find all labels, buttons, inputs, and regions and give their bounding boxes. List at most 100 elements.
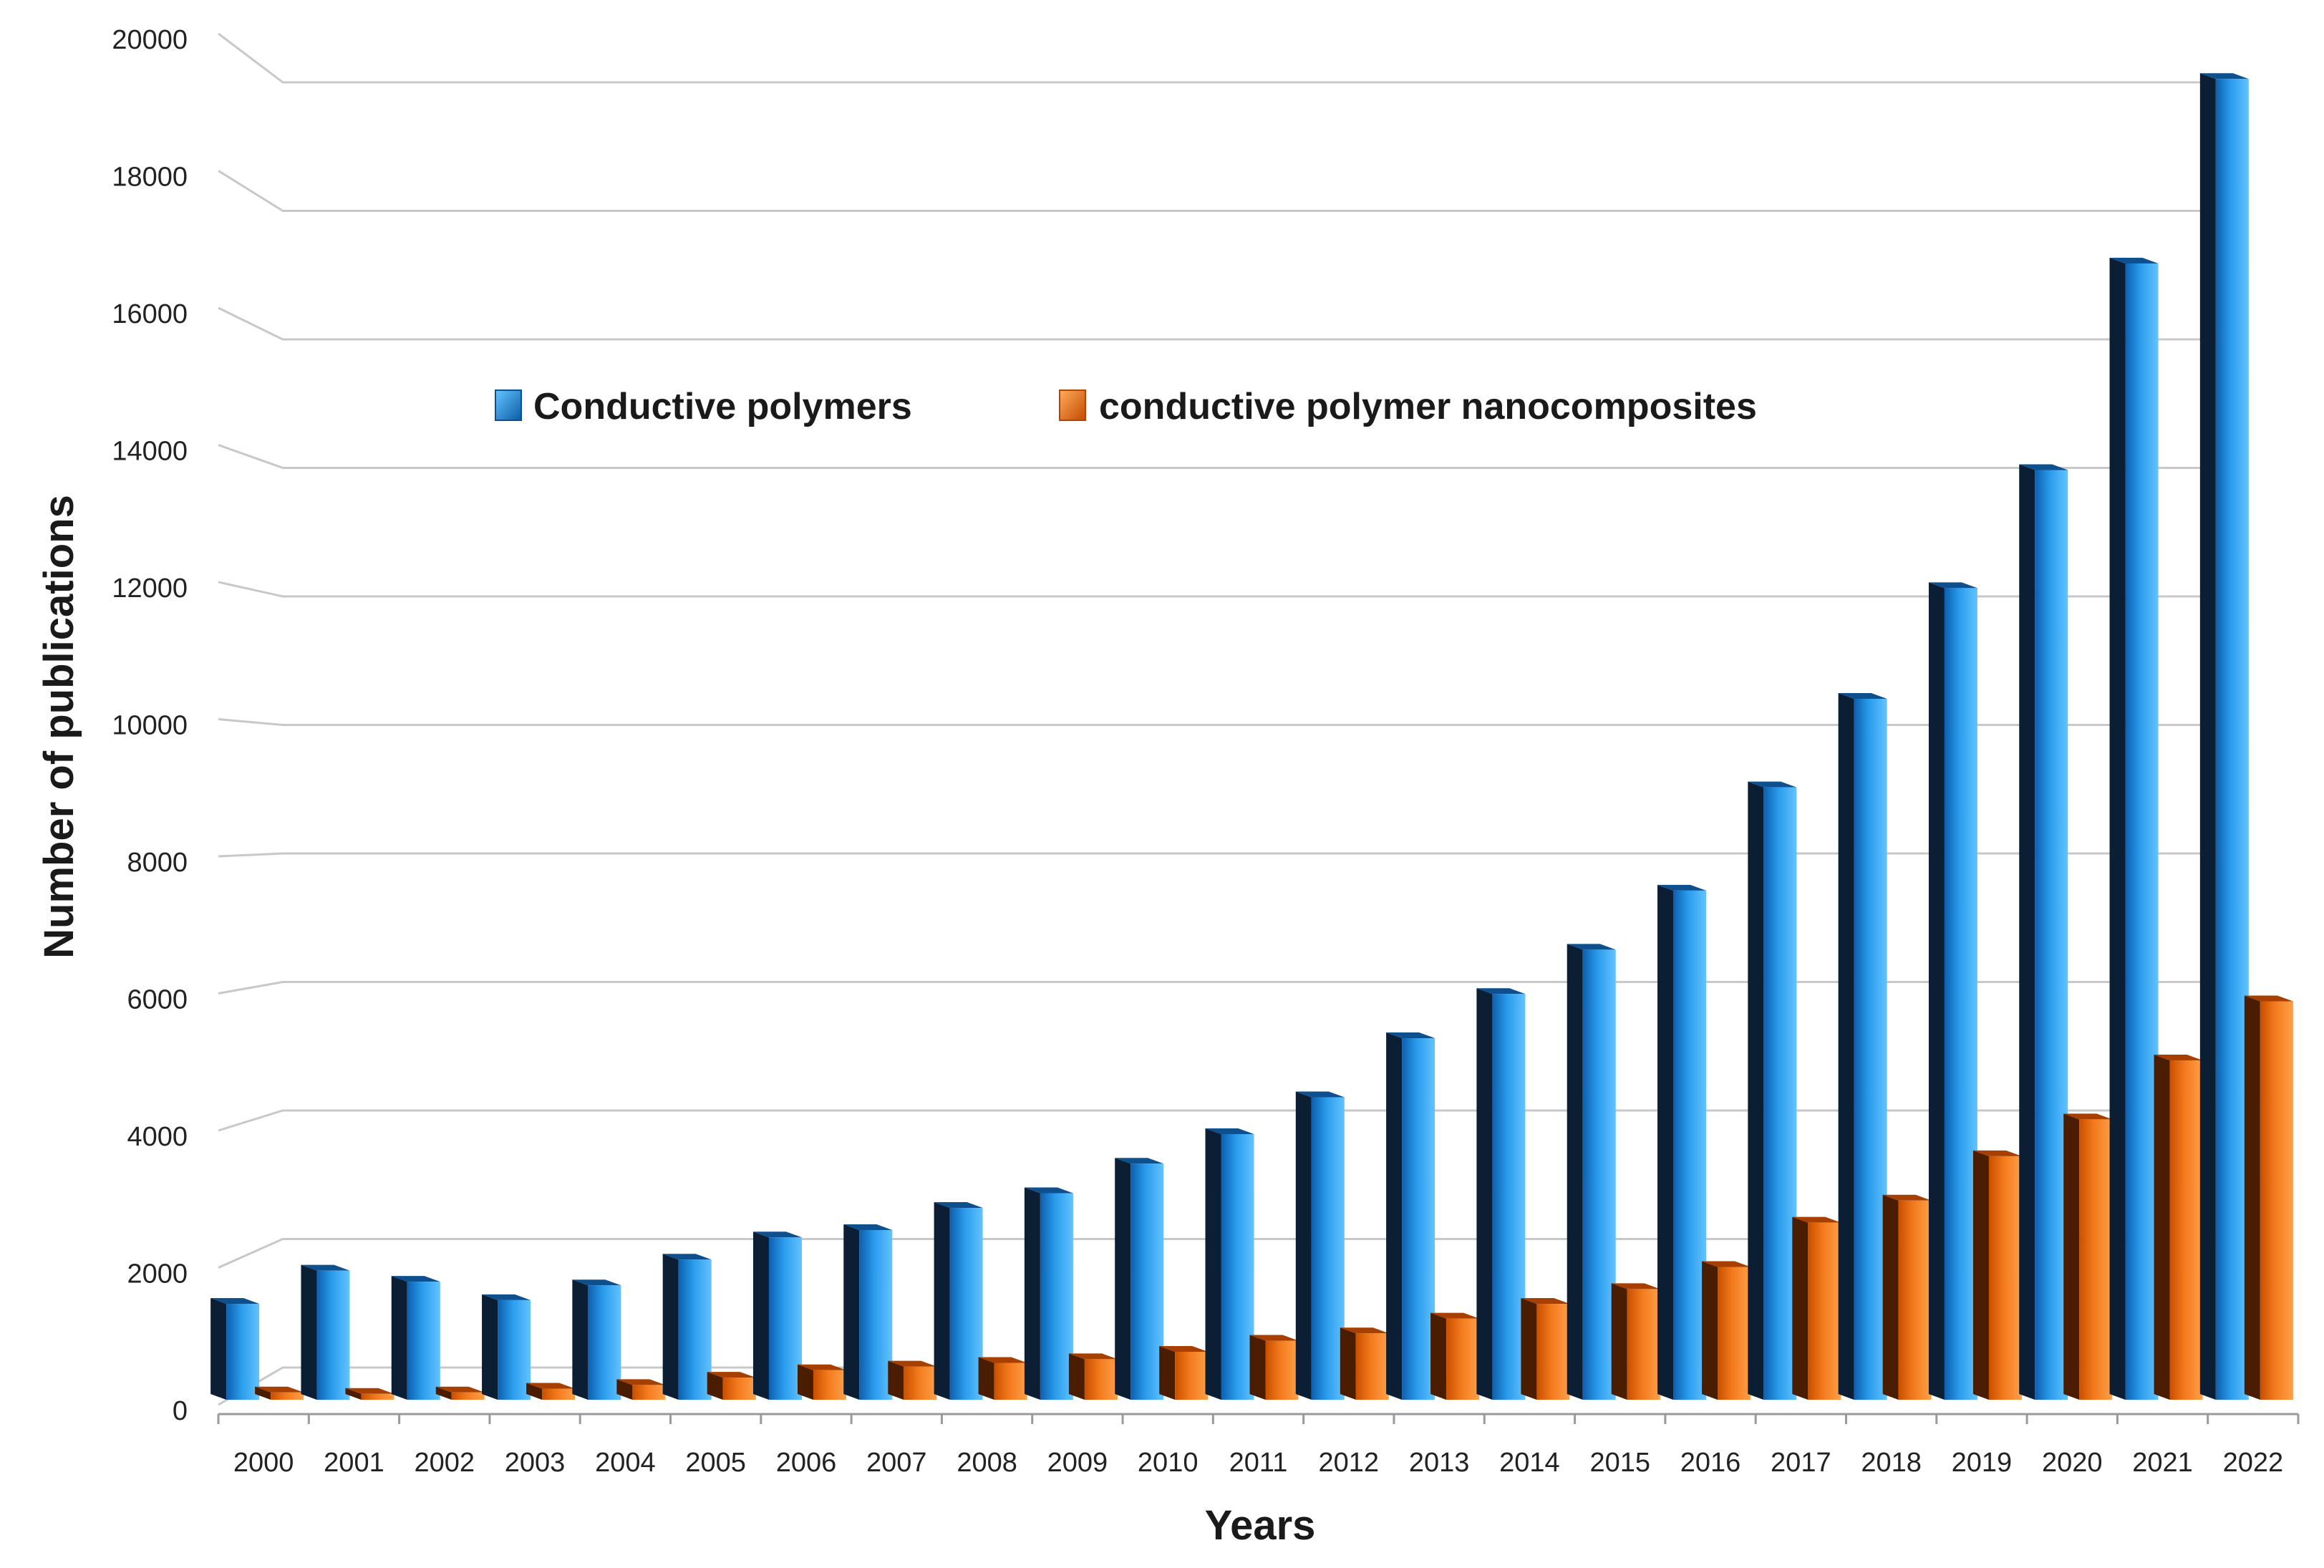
bar-top-face: [1792, 1216, 1841, 1223]
bar-side-face: [1430, 1312, 1447, 1400]
bar-side-face: [1838, 692, 1854, 1400]
bar-top-face: [301, 1264, 350, 1271]
legend-swatch-conductive-polymers: [495, 389, 522, 421]
bar-conductive-polymers-2017: [1748, 781, 1797, 1400]
bar-conductive-polymer-nanocomposites-2001: [345, 1388, 394, 1400]
y-axis-ticks: 0 2000 4000 6000 8000 10000 12000 14000 16000 180…: [112, 25, 188, 1426]
bar-conductive-polymer-nanocomposites-2019: [1972, 1150, 2022, 1400]
x-tick-label: 2010: [1138, 1448, 1199, 1478]
bar-front-face: [632, 1385, 666, 1400]
x-tick-label: 2012: [1319, 1448, 1380, 1478]
bar-side-face: [301, 1264, 317, 1400]
bar-top-face: [1295, 1091, 1345, 1098]
bar-conductive-polymers-2014: [1476, 988, 1526, 1400]
bar-top-face: [1340, 1327, 1389, 1334]
y-axis-title: Number of publications: [36, 495, 82, 959]
bar-front-face: [1536, 1304, 1570, 1400]
bar-side-face: [2109, 257, 2126, 1400]
y-tick-label: 0: [173, 1396, 188, 1426]
bar-top-face: [255, 1386, 304, 1393]
bar-front-face: [226, 1304, 260, 1400]
bar-conductive-polymers-2007: [843, 1224, 893, 1400]
x-axis: [217, 1413, 2300, 1424]
bar-front-face: [1718, 1267, 1751, 1400]
bar-side-face: [391, 1276, 407, 1400]
bar-front-face: [1040, 1193, 1073, 1400]
x-tick-label: 2020: [2042, 1448, 2103, 1478]
bar-front-face: [904, 1366, 937, 1400]
x-tick-label: 2014: [1499, 1448, 1560, 1478]
bar-front-face: [2125, 263, 2159, 1400]
bar-conductive-polymers-2002: [391, 1276, 440, 1400]
y-tick-label: 18000: [112, 163, 188, 193]
bar-side-face: [2244, 995, 2260, 1400]
bar-side-face: [1386, 1032, 1403, 1400]
x-tick-label: 2001: [324, 1448, 384, 1478]
gridline: [218, 718, 2230, 726]
bar-top-face: [1249, 1335, 1299, 1341]
bar-top-face: [1386, 1032, 1435, 1039]
bar-front-face: [451, 1392, 485, 1400]
bar-conductive-polymer-nanocomposites-2008: [978, 1357, 1027, 1400]
bar-conductive-polymer-nanocomposites-2015: [1611, 1283, 1660, 1400]
bar-top-face: [616, 1379, 666, 1385]
bar-top-face: [1159, 1346, 1209, 1352]
x-tick-label: 2015: [1589, 1448, 1650, 1478]
bar-side-face: [1567, 944, 1583, 1400]
bar-top-face: [797, 1364, 846, 1370]
bar-top-face: [1702, 1261, 1751, 1267]
bar-front-face: [1627, 1289, 1660, 1400]
bar-side-face: [1340, 1327, 1356, 1400]
bar-side-face: [1068, 1353, 1085, 1400]
gridlines: [218, 32, 2230, 1406]
gridline: [218, 170, 2230, 212]
x-tick-label: 2003: [505, 1448, 566, 1478]
bar-front-face: [498, 1300, 531, 1400]
legend-item-conductive-polymers: Conductive polymers: [495, 386, 912, 427]
y-tick-label: 20000: [112, 25, 188, 55]
bar-top-face: [752, 1231, 802, 1238]
x-tick-label: 2021: [2132, 1448, 2193, 1478]
bar-conductive-polymer-nanocomposites-2000: [255, 1386, 304, 1400]
bar-top-face: [1748, 781, 1797, 788]
bar-front-face: [722, 1378, 756, 1400]
bar-top-face: [2063, 1113, 2113, 1120]
bar-top-face: [1657, 884, 1707, 891]
bar-conductive-polymers-2005: [662, 1254, 712, 1400]
bar-conductive-polymers-2010: [1115, 1158, 1164, 1400]
bar-top-face: [1521, 1298, 1570, 1305]
gridline: [218, 306, 2230, 341]
bar-side-face: [1205, 1128, 1221, 1400]
bar-conductive-polymer-nanocomposites-2009: [1068, 1353, 1118, 1400]
bar-top-face: [1430, 1312, 1480, 1319]
bar-top-face: [1205, 1128, 1254, 1134]
bar-side-face: [1024, 1187, 1040, 1400]
bar-top-face: [888, 1360, 937, 1367]
bar-front-face: [1311, 1097, 1345, 1400]
bar-conductive-polymers-2001: [301, 1264, 350, 1400]
x-tick-label: 2016: [1680, 1448, 1741, 1478]
bar-side-face: [978, 1357, 994, 1400]
bar-side-face: [1115, 1158, 1131, 1400]
bar-side-face: [662, 1254, 679, 1400]
x-axis-title: Years: [1205, 1502, 1316, 1549]
bar-conductive-polymer-nanocomposites-2020: [2063, 1113, 2113, 1400]
bar-front-face: [1854, 698, 1887, 1400]
gridline: [218, 981, 2230, 994]
bar-top-face: [572, 1279, 621, 1286]
bar-top-face: [2199, 73, 2249, 79]
bar-side-face: [707, 1372, 723, 1400]
x-tick-label: 2013: [1409, 1448, 1470, 1478]
bar-front-face: [1355, 1333, 1389, 1400]
bar-conductive-polymers-2004: [572, 1279, 621, 1400]
bar-top-face: [707, 1372, 756, 1378]
legend-item-conductive-polymer-nanocomposites: conductive polymer nanocomposites: [1059, 386, 1757, 427]
bar-conductive-polymer-nanocomposites-2006: [797, 1364, 846, 1400]
bar-front-face: [768, 1237, 802, 1400]
bar-front-face: [949, 1208, 983, 1400]
bar-conductive-polymers-2022: [2199, 73, 2249, 1400]
bar-conductive-polymers-2015: [1567, 944, 1616, 1400]
bar-side-face: [752, 1231, 769, 1400]
y-tick-label: 12000: [112, 574, 188, 604]
